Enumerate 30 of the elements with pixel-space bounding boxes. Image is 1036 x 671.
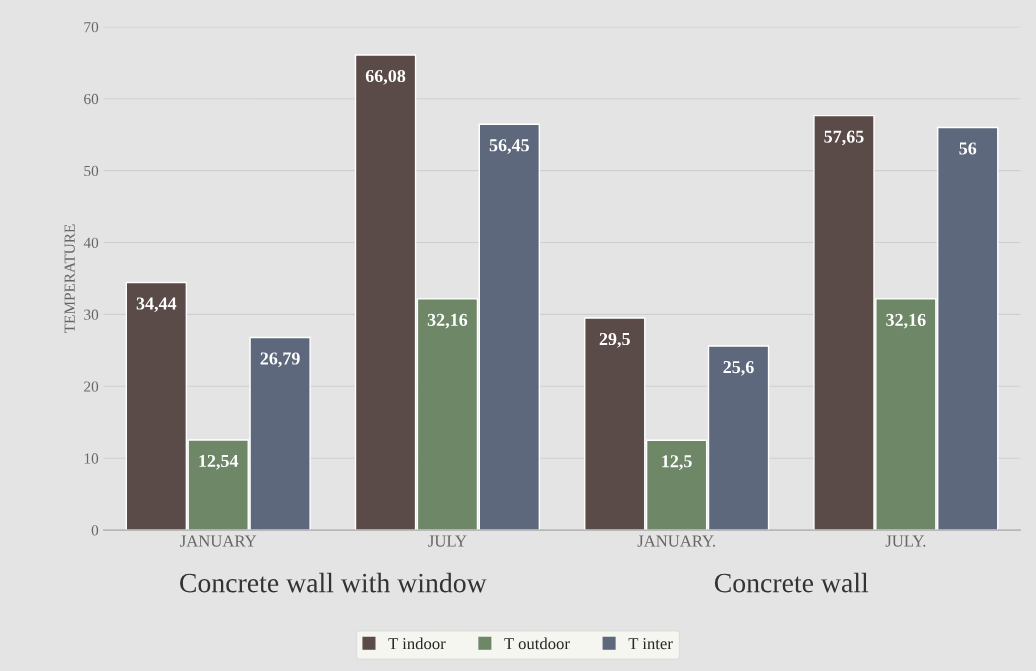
data-label: 57,65: [824, 130, 864, 146]
data-label: 56,45: [489, 139, 529, 154]
y-tick-label: 50: [84, 165, 99, 177]
x-tick-label: JANUARY: [180, 535, 257, 547]
text: Concrete wall with window: [180, 572, 487, 593]
x-tick-label: JULY.: [885, 535, 926, 547]
data-label: 32,16: [886, 313, 926, 329]
data-label: 32,16: [427, 313, 468, 329]
data-label: 12,54: [199, 454, 239, 470]
data-label: 26,79: [260, 352, 300, 368]
legend-label: T outdoor: [504, 637, 570, 650]
y-tick-label: 30: [84, 309, 99, 320]
x-tick-label: JANUARY.: [637, 535, 715, 547]
data-label: 29,5: [599, 332, 630, 348]
data-label: 12,5: [662, 455, 692, 470]
text: Concrete wall: [714, 572, 869, 593]
data-label: 25,6: [723, 361, 754, 376]
data-label: 66,08: [365, 69, 406, 85]
y-axis-title: TEMPERATURE: [64, 224, 75, 333]
data-label: 34,44: [136, 297, 177, 313]
x-tick-label: JULY: [428, 535, 467, 547]
y-tick-label: 40: [83, 237, 99, 248]
legend-label: T indoor: [388, 637, 446, 650]
legend-label: T inter: [628, 638, 673, 650]
y-tick-label: 70: [84, 21, 99, 33]
data-label: 56: [959, 142, 977, 155]
y-tick-label: 60: [84, 93, 99, 105]
y-tick-label: 0: [91, 525, 99, 536]
y-tick-label: 20: [84, 381, 99, 392]
y-tick-label: 10: [84, 453, 99, 464]
